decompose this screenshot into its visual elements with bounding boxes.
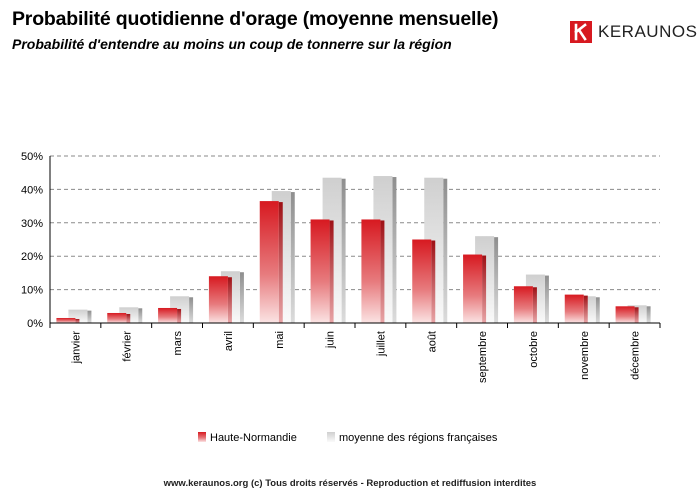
bar-face [107, 312, 127, 323]
legend: Haute-Normandie moyenne des régions franç… [198, 432, 498, 444]
legend-item-moyenne-france: moyenne des régions françaises [327, 432, 498, 444]
bar-side [634, 307, 639, 323]
legend-swatch [327, 432, 335, 442]
bar-haute-normandie [412, 239, 436, 323]
bar-side [532, 287, 537, 323]
bar-side [380, 220, 385, 323]
bar-side [75, 318, 80, 323]
y-tick-label: 50% [21, 151, 43, 163]
bar-side [177, 308, 182, 323]
x-tick-label: avril [223, 331, 235, 351]
x-tick-label: septembre [477, 331, 489, 383]
x-tick-label: décembre [630, 331, 642, 380]
bar-face [158, 307, 178, 323]
bar-side [189, 297, 194, 323]
legend-swatch [198, 432, 206, 442]
bar-haute-normandie [56, 317, 80, 323]
y-tick-label: 10% [21, 285, 43, 297]
bar-side [138, 308, 143, 323]
bar-side [290, 192, 295, 323]
bar-face [361, 219, 381, 323]
bar-side [227, 277, 232, 323]
gridlines [50, 155, 660, 291]
bar-haute-normandie [107, 312, 131, 323]
x-tick-label: mars [172, 331, 184, 356]
x-tick-label: janvier [70, 331, 82, 365]
bar-side [443, 178, 448, 323]
legend-item-haute-normandie: Haute-Normandie [198, 432, 297, 444]
keraunos-logo-icon [570, 21, 592, 43]
chart-title: Probabilité quotidienne d'orage (moyenne… [12, 8, 499, 30]
bar-haute-normandie [463, 254, 487, 323]
bar-haute-normandie [615, 306, 639, 323]
footer: www.keraunos.org (c) Tous droits réservé… [0, 478, 700, 489]
y-tick-label: 30% [21, 218, 43, 230]
bar-side [646, 306, 651, 323]
bar-side [278, 202, 283, 323]
bar-side [494, 237, 499, 323]
bar-haute-normandie [208, 276, 232, 323]
bar-side [329, 220, 334, 323]
bar-side [239, 272, 244, 323]
legend-label: moyenne des régions françaises [339, 432, 498, 444]
x-tick-label: février [121, 331, 133, 362]
bar-side [87, 310, 92, 323]
bar-chart: 0% 10% 20% 30% 40% 50% janvier février mars avril… [21, 151, 661, 444]
legend-label: Haute-Normandie [210, 432, 297, 444]
bar-side [583, 295, 588, 323]
bar-side [482, 255, 487, 323]
x-tick-label: octobre [528, 331, 540, 368]
bar-face [615, 306, 635, 323]
bar-side [341, 178, 346, 323]
y-tick-label: 20% [21, 251, 43, 263]
bar-haute-normandie [259, 201, 283, 323]
bar-face [208, 276, 228, 323]
x-tick-label: août [426, 331, 438, 352]
y-tick-label: 40% [21, 184, 43, 196]
y-tick-label: 0% [27, 318, 43, 330]
bar-side [544, 275, 549, 323]
footer-site: www.keraunos.org [163, 478, 249, 489]
x-tick-label: mai [274, 331, 286, 349]
bar-face [463, 254, 483, 323]
bar-face [513, 286, 533, 323]
bar-side [431, 240, 436, 323]
bar-haute-normandie [310, 219, 334, 323]
bar-haute-normandie [513, 286, 537, 323]
chart-subtitle: Probabilité d'entendre au moins un coup … [12, 36, 452, 52]
bar-side [392, 177, 397, 323]
footer-rights: (c) Tous droits réservés - Reproduction … [250, 478, 537, 489]
bar-haute-normandie [158, 307, 182, 323]
bars [56, 176, 651, 323]
bar-haute-normandie [361, 219, 385, 323]
x-tick-label: juillet [375, 331, 387, 357]
bar-face [564, 294, 584, 323]
axes: 0% 10% 20% 30% 40% 50% janvier février mars avril… [21, 151, 661, 383]
x-tick-label: juin [325, 331, 337, 349]
logo-text: KERAUNOS [598, 22, 698, 41]
bar-face [56, 317, 76, 323]
bar-side [126, 313, 131, 323]
bar-face [259, 201, 279, 323]
bar-face [412, 239, 432, 323]
x-tick-label: novembre [579, 331, 591, 380]
keraunos-logo: KERAUNOS [570, 20, 697, 44]
bar-haute-normandie [564, 294, 588, 323]
bar-side [595, 297, 600, 323]
bar-face [310, 219, 330, 323]
